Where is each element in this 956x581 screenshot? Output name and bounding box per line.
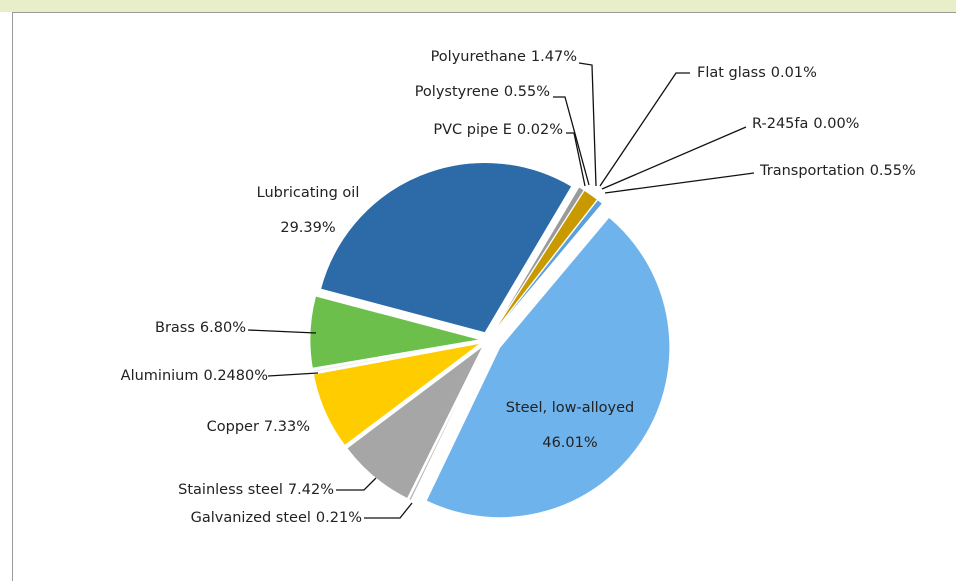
pie-slice — [346, 345, 484, 499]
leader-line — [553, 96, 590, 186]
slice-label: Copper 7.33% — [207, 419, 310, 435]
slice-label: Lubricating oil — [257, 185, 360, 201]
value-label: 0.55% — [504, 84, 550, 100]
value-label: 0.2480% — [203, 368, 268, 384]
value-label: 7.42% — [288, 482, 334, 498]
value-label: 29.39% — [280, 220, 335, 236]
slice-label: Brass 6.80% — [155, 320, 246, 336]
category-name: Aluminium — [121, 368, 199, 384]
value-label: 0.21% — [316, 510, 362, 526]
leader-line — [604, 172, 755, 194]
pie-slice — [320, 162, 573, 334]
category-name: Polyurethane — [431, 49, 526, 65]
pie-slice — [312, 341, 481, 373]
pie — [309, 162, 671, 518]
category-name: Stainless steel — [178, 482, 283, 498]
value-label: 1.47% — [531, 49, 577, 65]
value-label: 0.00% — [813, 116, 859, 132]
background-strip — [0, 0, 956, 12]
category-name: PVC pipe E — [433, 122, 512, 138]
category-name: Transportation — [759, 163, 865, 179]
slice-label: Aluminium 0.2480% — [121, 368, 268, 384]
value-label: 46.01% — [542, 435, 597, 451]
slice-label: Transportation 0.55% — [759, 163, 916, 179]
pie-slice — [313, 342, 481, 446]
slice-label: Polystyrene 0.55% — [415, 84, 550, 100]
slice-label: Steel, low-alloyed — [506, 400, 635, 416]
leader-line — [364, 502, 413, 519]
leader-line — [247, 329, 317, 334]
value-label: 6.80% — [200, 320, 246, 336]
leader-line — [578, 62, 597, 187]
leader-line — [336, 477, 377, 491]
leader-line — [267, 372, 319, 377]
labels: Steel, low-alloyed 46.01% Galvanized steel… — [121, 49, 916, 526]
pie-slice — [491, 186, 585, 334]
slice-label: Galvanized steel 0.21% — [191, 510, 362, 526]
pie-slice — [492, 199, 603, 335]
pie-slice — [425, 216, 671, 518]
slice-label: Stainless steel 7.42% — [178, 482, 334, 498]
category-name: Flat glass — [697, 65, 766, 81]
category-name: Brass — [155, 320, 195, 336]
pie-slice — [408, 347, 485, 502]
slice-label: Polyurethane 1.47% — [431, 49, 577, 65]
category-name: R-245fa — [752, 116, 808, 132]
category-name: Galvanized steel — [191, 510, 311, 526]
slice-label: R-245fa 0.00% — [752, 116, 859, 132]
value-label: 0.02% — [517, 122, 563, 138]
category-name: Polystyrene — [415, 84, 499, 100]
slice-label: PVC pipe E 0.02% — [433, 122, 563, 138]
leader-line — [566, 132, 586, 187]
pie-slice — [309, 295, 481, 369]
value-label: 7.33% — [264, 419, 310, 435]
value-label: 0.01% — [771, 65, 817, 81]
category-name: Copper — [207, 419, 259, 435]
leader-line — [599, 72, 690, 187]
slice-label: Flat glass 0.01% — [697, 65, 817, 81]
value-label: 0.55% — [870, 163, 916, 179]
leader-line — [601, 126, 747, 190]
